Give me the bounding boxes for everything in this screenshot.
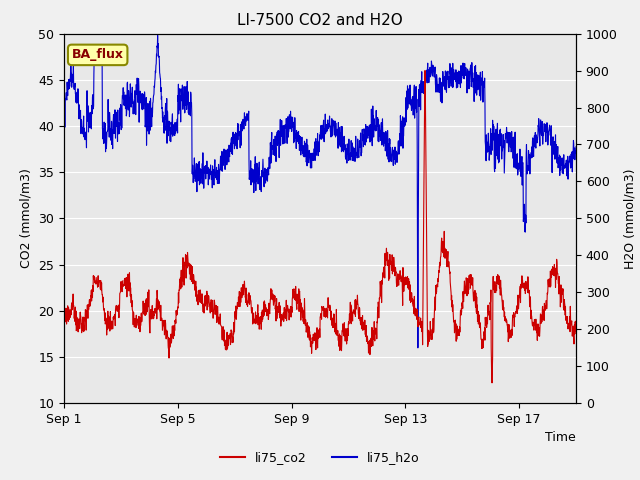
Y-axis label: CO2 (mmol/m3): CO2 (mmol/m3) (20, 168, 33, 268)
Text: BA_flux: BA_flux (72, 48, 124, 61)
Y-axis label: H2O (mmol/m3): H2O (mmol/m3) (623, 168, 636, 269)
Legend: li75_co2, li75_h2o: li75_co2, li75_h2o (215, 446, 425, 469)
X-axis label: Time: Time (545, 432, 576, 444)
Title: LI-7500 CO2 and H2O: LI-7500 CO2 and H2O (237, 13, 403, 28)
